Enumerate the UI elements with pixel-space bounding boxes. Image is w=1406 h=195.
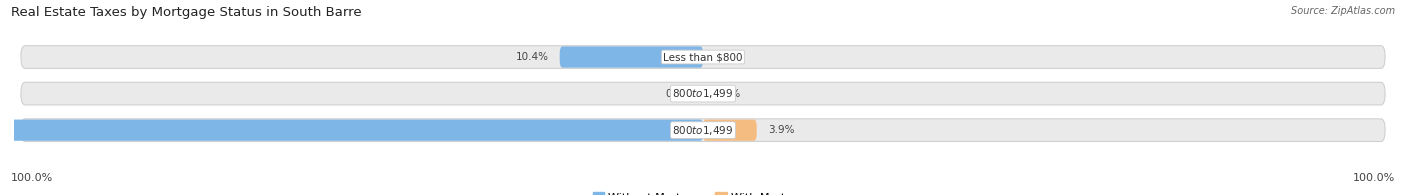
Text: $800 to $1,499: $800 to $1,499 bbox=[672, 124, 734, 137]
Text: Source: ZipAtlas.com: Source: ZipAtlas.com bbox=[1291, 6, 1395, 16]
Text: 0.0%: 0.0% bbox=[714, 52, 741, 62]
Text: 0.0%: 0.0% bbox=[665, 89, 692, 99]
FancyBboxPatch shape bbox=[560, 46, 703, 68]
Text: $800 to $1,499: $800 to $1,499 bbox=[672, 87, 734, 100]
FancyBboxPatch shape bbox=[21, 82, 1385, 105]
Text: 100.0%: 100.0% bbox=[11, 173, 53, 183]
Text: Less than $800: Less than $800 bbox=[664, 52, 742, 62]
FancyBboxPatch shape bbox=[21, 46, 1385, 68]
Text: 3.9%: 3.9% bbox=[768, 125, 794, 135]
Text: 0.0%: 0.0% bbox=[714, 89, 741, 99]
Text: 100.0%: 100.0% bbox=[1353, 173, 1395, 183]
FancyBboxPatch shape bbox=[0, 120, 703, 141]
Text: Real Estate Taxes by Mortgage Status in South Barre: Real Estate Taxes by Mortgage Status in … bbox=[11, 6, 361, 19]
FancyBboxPatch shape bbox=[703, 120, 756, 141]
Text: 10.4%: 10.4% bbox=[516, 52, 548, 62]
FancyBboxPatch shape bbox=[21, 119, 1385, 142]
Legend: Without Mortgage, With Mortgage: Without Mortgage, With Mortgage bbox=[588, 188, 818, 195]
